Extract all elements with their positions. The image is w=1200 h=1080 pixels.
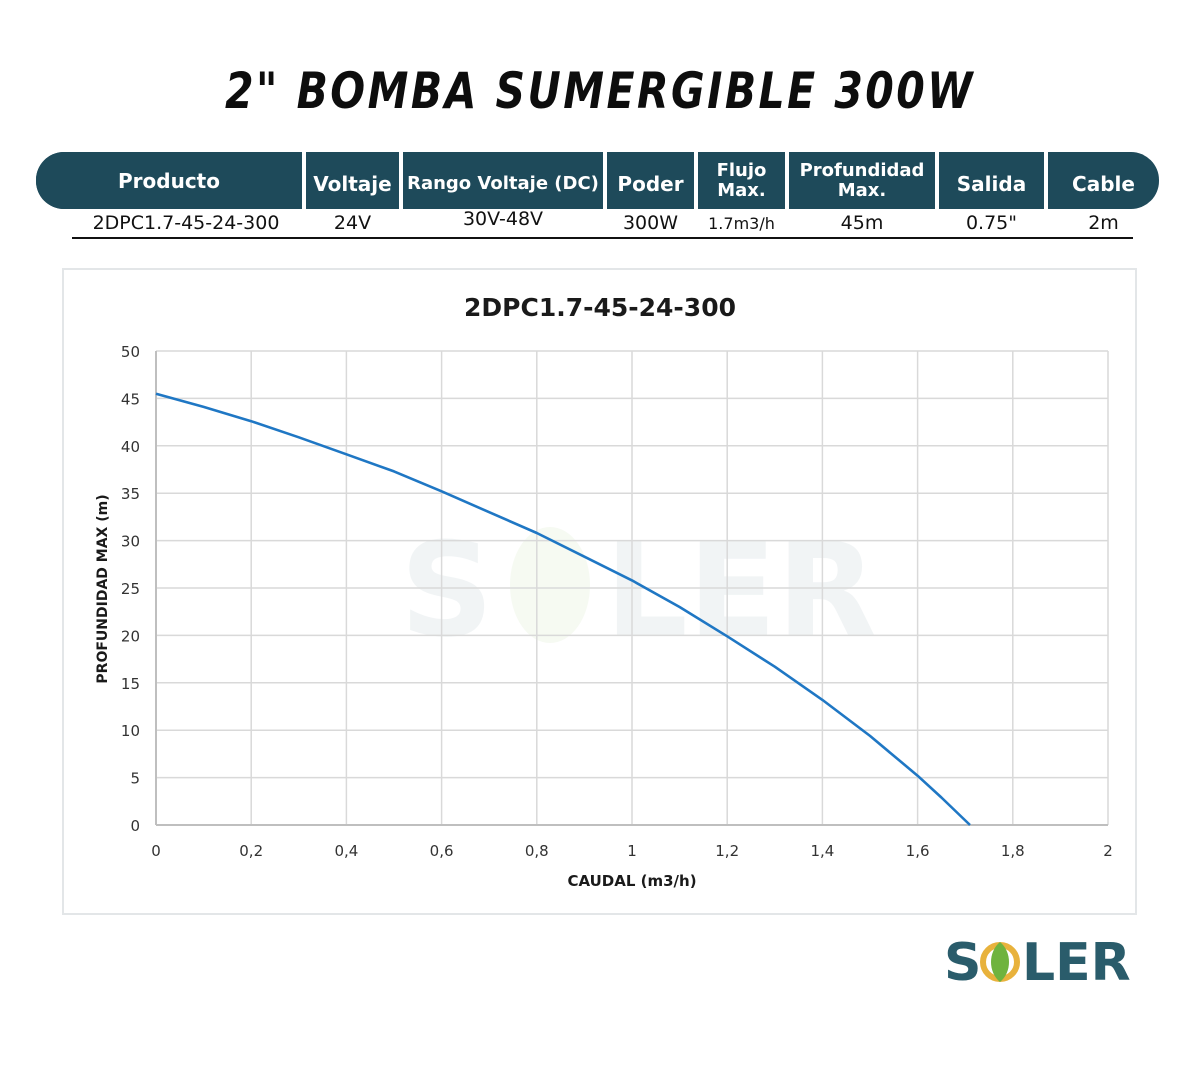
value-profundidad-max: 45m <box>840 212 884 234</box>
logo-letter-s: S <box>944 933 981 990</box>
header-label: Salida <box>956 171 1027 196</box>
header-label: Voltaje <box>313 171 392 196</box>
value-salida: 0.75" <box>965 212 1018 234</box>
value-flujo-max: 1.7m3/h <box>708 213 775 233</box>
watermark-leaf <box>510 527 590 643</box>
value-poder: 300W <box>622 212 679 234</box>
logo-letters-ler: LER <box>1022 933 1131 990</box>
header-rango-voltaje: Rango Voltaje (DC) <box>403 152 603 209</box>
value-rango-voltaje: 30V-48V <box>462 208 544 230</box>
page-title: 2" BOMBA SUMERGIBLE 300W <box>225 62 975 120</box>
header-voltaje: Voltaje <box>306 152 399 209</box>
leaf-icon <box>991 942 1009 982</box>
value-producto: 2DPC1.7-45-24-300 <box>92 212 280 234</box>
header-label: Cable <box>1072 171 1135 196</box>
watermark-letter: LER <box>605 514 877 650</box>
header-label: Max. <box>837 179 887 201</box>
header-label: Rango Voltaje (DC) <box>407 173 599 194</box>
header-label: Producto <box>118 168 220 193</box>
header-salida: Salida <box>939 152 1044 209</box>
header-cable: Cable <box>1048 152 1159 209</box>
header-label: Flujo <box>716 159 767 181</box>
header-producto: Producto <box>36 152 302 209</box>
table-row-divider <box>72 237 1133 239</box>
header-profundidad-max: Profundidad Max. <box>789 152 935 209</box>
watermark-letter: S <box>400 514 494 650</box>
watermark-logo: S LER <box>400 514 877 650</box>
value-voltaje: 24V <box>333 212 372 234</box>
header-flujo-max: Flujo Max. <box>698 152 785 209</box>
header-poder: Poder <box>607 152 694 209</box>
spec-table-header: Producto Voltaje Rango Voltaje (DC) Pode… <box>36 152 1159 209</box>
header-label: Max. <box>717 179 766 201</box>
header-label: Poder <box>617 171 684 196</box>
brand-logo: S LER <box>944 933 1131 990</box>
value-cable: 2m <box>1088 212 1119 234</box>
header-label: Profundidad <box>799 159 925 181</box>
